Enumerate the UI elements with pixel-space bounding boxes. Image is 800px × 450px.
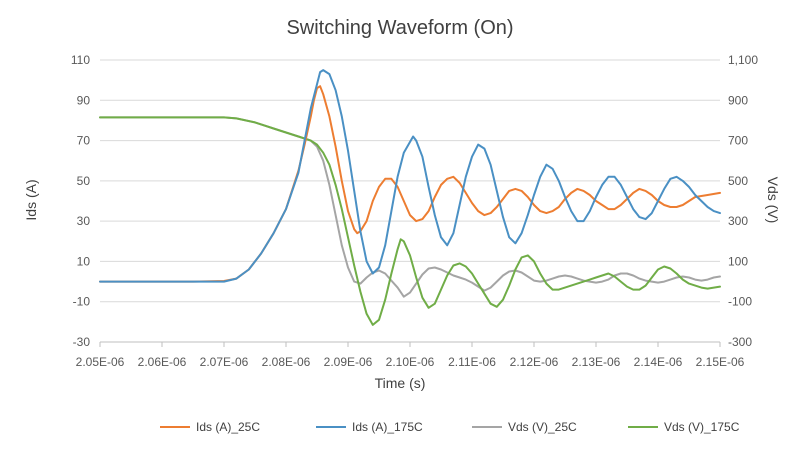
series-line-vds-v-175c xyxy=(99,116,721,326)
right-axis-title: Vds (V) xyxy=(765,177,781,224)
legend: Ids (A)_25C Ids (A)_175C Vds (V)_25C Vds (V… xyxy=(160,420,740,434)
chart-title: Switching Waveform (On) xyxy=(286,17,513,39)
legend-label: Vds (V)_175C xyxy=(664,420,740,434)
right-tick-label: 300 xyxy=(728,214,748,228)
x-tick-label: 2.13E-06 xyxy=(572,355,621,369)
left-tick-label: 90 xyxy=(77,93,91,107)
x-tick-label: 2.15E-06 xyxy=(696,355,745,369)
right-tick-label: 900 xyxy=(728,93,748,107)
legend-label: Ids (A)_175C xyxy=(352,420,423,434)
x-tick-label: 2.07E-06 xyxy=(200,355,249,369)
right-tick-label: -100 xyxy=(728,295,752,309)
legend-label: Vds (V)_25C xyxy=(508,420,577,434)
series-line-ids-a-175c xyxy=(99,69,721,283)
x-tick-label: 2.10E-06 xyxy=(386,355,435,369)
right-tick-label: 500 xyxy=(728,174,748,188)
x-tick-label: 2.12E-06 xyxy=(510,355,559,369)
right-tick-label: -300 xyxy=(728,335,752,349)
left-tick-label: 30 xyxy=(77,214,91,228)
x-axis-ticks: 2.05E-06 2.06E-06 2.07E-06 2.08E-06 2.09E-06… xyxy=(76,342,745,369)
x-tick-label: 2.09E-06 xyxy=(324,355,373,369)
series-line-vds-v-25c xyxy=(99,116,721,298)
left-tick-label: 70 xyxy=(77,134,91,148)
x-tick-label: 2.05E-06 xyxy=(76,355,125,369)
x-axis-title: Time (s) xyxy=(375,375,426,391)
right-tick-label: 100 xyxy=(728,254,748,268)
left-tick-label: 10 xyxy=(77,254,91,268)
legend-label: Ids (A)_25C xyxy=(196,420,260,434)
left-axis-title: Ids (A) xyxy=(23,179,39,220)
left-tick-label: 50 xyxy=(77,174,91,188)
x-tick-label: 2.06E-06 xyxy=(138,355,187,369)
left-tick-label: -10 xyxy=(73,295,91,309)
series-layer xyxy=(99,69,721,326)
right-axis-ticks: 1,100 900 700 500 300 100 -100 -300 xyxy=(728,53,758,349)
right-tick-label: 1,100 xyxy=(728,53,758,67)
x-tick-label: 2.11E-06 xyxy=(448,355,496,369)
x-tick-label: 2.08E-06 xyxy=(262,355,311,369)
x-tick-label: 2.14E-06 xyxy=(634,355,683,369)
right-tick-label: 700 xyxy=(728,134,748,148)
left-tick-label: 110 xyxy=(71,53,90,67)
left-axis-ticks: 110 90 70 50 30 10 -10 -30 xyxy=(71,53,90,349)
left-tick-label: -30 xyxy=(73,335,91,349)
